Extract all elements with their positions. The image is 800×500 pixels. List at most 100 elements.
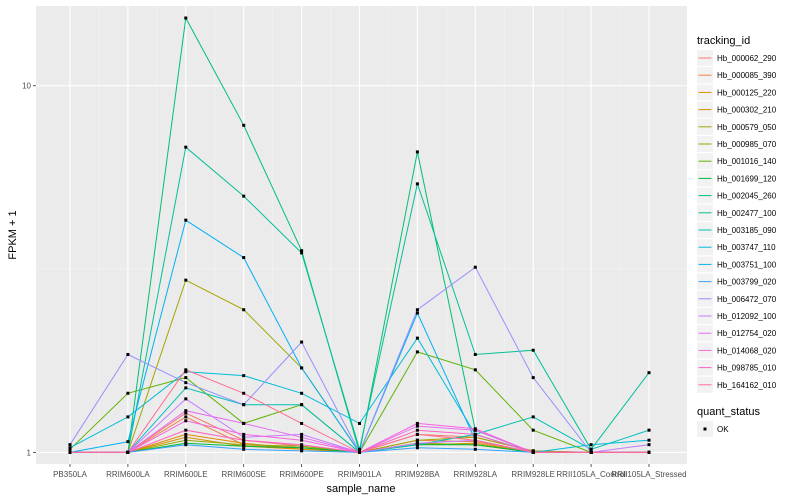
- data-point: [531, 428, 535, 432]
- data-point: [415, 432, 419, 436]
- data-point: [242, 123, 246, 127]
- data-point: [589, 447, 593, 451]
- data-point: [358, 447, 361, 451]
- legend-label: Hb_000062_290: [717, 54, 777, 63]
- data-point: [184, 443, 188, 447]
- data-point: [415, 428, 419, 432]
- data-point: [300, 449, 304, 453]
- x-tick-label: RRIM928LE: [511, 470, 555, 479]
- data-point: [184, 381, 188, 385]
- data-point: [415, 441, 419, 445]
- data-point: [242, 194, 246, 198]
- data-point: [473, 441, 477, 445]
- legend-label: Hb_002477_100: [717, 209, 777, 218]
- data-point: [184, 386, 188, 390]
- data-point: [473, 265, 477, 269]
- x-tick-label: RRII105LA_Control: [556, 470, 626, 479]
- data-point: [473, 352, 477, 356]
- data-point: [415, 350, 419, 354]
- data-point: [300, 446, 304, 450]
- data-point: [647, 428, 651, 432]
- data-point: [473, 432, 477, 436]
- legend-label: Hb_014068_020: [717, 346, 777, 355]
- data-point: [300, 391, 304, 395]
- data-point: [473, 427, 477, 431]
- data-point: [300, 251, 304, 255]
- quant-status-marker: [703, 427, 707, 431]
- data-point: [415, 446, 419, 450]
- y-tick-label: 1: [27, 448, 32, 457]
- x-tick-label: RRII105LA_Stressed: [611, 470, 686, 479]
- data-point: [300, 249, 304, 253]
- legend-label: Hb_000085_390: [717, 71, 777, 80]
- y-tick-label: 10: [22, 82, 31, 91]
- data-point: [68, 447, 72, 451]
- data-point: [300, 447, 304, 451]
- data-point: [184, 218, 188, 222]
- data-point: [126, 440, 130, 444]
- data-point: [300, 421, 304, 425]
- data-point: [184, 441, 188, 445]
- data-point: [300, 366, 304, 370]
- data-point: [184, 397, 188, 401]
- x-tick-label: RRIM600LA: [106, 470, 150, 479]
- data-point: [473, 443, 477, 447]
- legend-label: Hb_003751_100: [717, 260, 777, 269]
- x-tick-label: RRIM901LA: [338, 470, 382, 479]
- data-point: [358, 421, 361, 425]
- legend-label: Hb_000985_070: [717, 140, 777, 149]
- data-point: [415, 311, 419, 315]
- data-point: [68, 443, 72, 447]
- legend: tracking_id Hb_000062_290Hb_000085_390Hb…: [697, 35, 777, 437]
- x-tick-label: RRIM928LA: [454, 470, 498, 479]
- quant-status-ok-label: OK: [717, 425, 729, 434]
- legend-items: Hb_000062_290 Hb_000085_390 Hb_000125_220 H…: [697, 50, 777, 393]
- data-point: [589, 450, 593, 454]
- data-point: [358, 450, 361, 454]
- data-point: [184, 415, 188, 419]
- data-point: [531, 449, 535, 453]
- data-point: [473, 447, 477, 451]
- quant-status-title: quant_status: [697, 406, 760, 418]
- data-point: [300, 403, 304, 407]
- x-tick-label: RRIM600LE: [164, 470, 208, 479]
- x-tick-label: RRIM928BA: [395, 470, 440, 479]
- data-point: [68, 450, 72, 454]
- data-point: [647, 450, 651, 454]
- data-point: [531, 415, 535, 419]
- data-point: [126, 391, 130, 395]
- data-point: [184, 409, 188, 413]
- data-point: [242, 256, 246, 260]
- legend-label: Hb_000302_210: [717, 106, 777, 115]
- data-point: [300, 435, 304, 439]
- data-point: [589, 443, 593, 447]
- data-point: [531, 376, 535, 380]
- data-point: [242, 308, 246, 312]
- x-axis-ticks: PB350LA RRIM600LA RRIM600LE RRIM600SE RRIM60…: [53, 464, 687, 479]
- data-point: [184, 435, 188, 439]
- legend-label: Hb_012754_020: [717, 329, 777, 338]
- data-point: [184, 145, 188, 149]
- data-point: [415, 424, 419, 428]
- data-point: [184, 16, 188, 20]
- legend-label: Hb_003799_020: [717, 278, 777, 287]
- data-point: [415, 308, 419, 312]
- legend-label: Hb_000125_220: [717, 88, 777, 97]
- data-point: [184, 438, 188, 442]
- legend-title: tracking_id: [697, 35, 750, 47]
- legend-label: Hb_001016_140: [717, 157, 777, 166]
- legend-label: Hb_006472_070: [717, 295, 777, 304]
- data-point: [415, 150, 419, 154]
- data-point: [184, 432, 188, 436]
- data-point: [242, 403, 246, 407]
- data-point: [184, 428, 188, 432]
- plot-panel: [36, 6, 687, 464]
- data-point: [242, 444, 246, 448]
- data-point: [415, 438, 419, 442]
- legend-label: Hb_003185_090: [717, 226, 777, 235]
- data-point: [242, 435, 246, 439]
- data-point: [126, 450, 130, 454]
- data-point: [415, 443, 419, 447]
- y-axis-ticks: 1 10: [22, 82, 36, 457]
